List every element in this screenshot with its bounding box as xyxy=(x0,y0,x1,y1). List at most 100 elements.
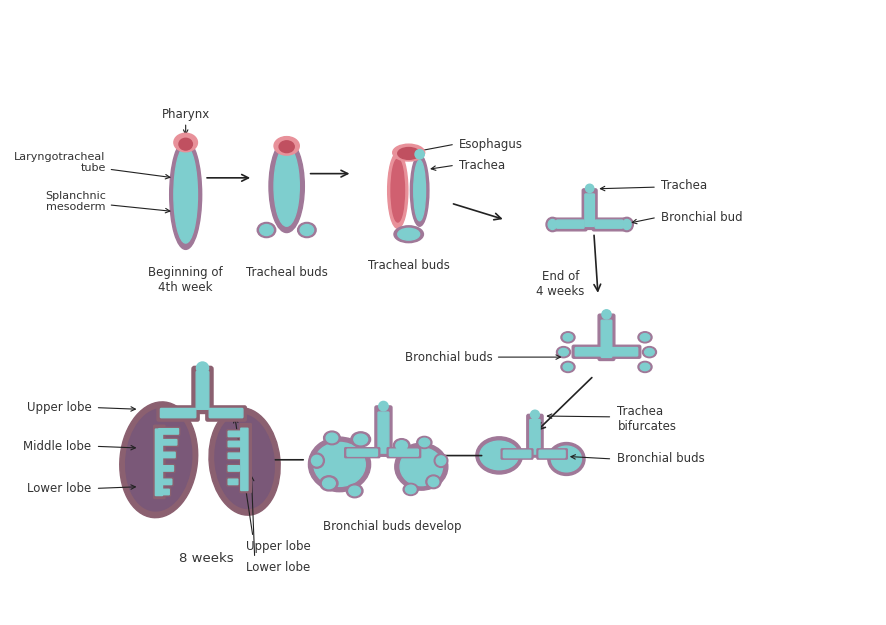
Text: Bronchial buds: Bronchial buds xyxy=(405,351,560,364)
Ellipse shape xyxy=(637,332,651,343)
FancyBboxPatch shape xyxy=(227,430,245,438)
Ellipse shape xyxy=(323,478,335,489)
FancyBboxPatch shape xyxy=(501,449,532,459)
Text: Tracheal buds: Tracheal buds xyxy=(368,259,449,272)
FancyBboxPatch shape xyxy=(155,429,162,496)
Ellipse shape xyxy=(563,334,572,341)
FancyBboxPatch shape xyxy=(386,448,420,458)
Ellipse shape xyxy=(558,348,568,356)
Ellipse shape xyxy=(394,443,447,490)
FancyBboxPatch shape xyxy=(539,450,564,458)
FancyBboxPatch shape xyxy=(240,428,248,491)
Ellipse shape xyxy=(640,334,649,341)
Ellipse shape xyxy=(126,409,191,511)
Ellipse shape xyxy=(622,219,631,229)
FancyBboxPatch shape xyxy=(196,371,208,409)
FancyBboxPatch shape xyxy=(227,452,242,460)
Ellipse shape xyxy=(393,226,423,242)
FancyBboxPatch shape xyxy=(206,406,246,421)
Ellipse shape xyxy=(298,222,315,238)
Ellipse shape xyxy=(274,137,299,155)
Text: Tracheal buds: Tracheal buds xyxy=(245,266,327,279)
Ellipse shape xyxy=(560,361,574,372)
Ellipse shape xyxy=(214,414,274,509)
Ellipse shape xyxy=(476,437,522,474)
FancyBboxPatch shape xyxy=(227,478,238,486)
Ellipse shape xyxy=(274,146,299,226)
Ellipse shape xyxy=(641,347,656,358)
Ellipse shape xyxy=(400,448,442,486)
Ellipse shape xyxy=(644,348,654,356)
Ellipse shape xyxy=(556,347,570,358)
FancyBboxPatch shape xyxy=(153,425,165,499)
FancyBboxPatch shape xyxy=(556,220,583,228)
FancyBboxPatch shape xyxy=(158,428,180,436)
Ellipse shape xyxy=(174,146,198,243)
FancyBboxPatch shape xyxy=(375,406,392,456)
Text: Pharynx: Pharynx xyxy=(161,107,210,121)
FancyBboxPatch shape xyxy=(160,409,196,418)
FancyBboxPatch shape xyxy=(597,314,614,361)
Ellipse shape xyxy=(299,224,314,236)
Ellipse shape xyxy=(548,219,556,229)
FancyBboxPatch shape xyxy=(240,424,251,493)
Ellipse shape xyxy=(392,439,409,452)
Ellipse shape xyxy=(348,486,360,496)
Ellipse shape xyxy=(279,141,294,152)
Ellipse shape xyxy=(387,152,408,228)
Ellipse shape xyxy=(257,222,276,238)
Text: Laryngotracheal
tube: Laryngotracheal tube xyxy=(14,152,170,179)
Ellipse shape xyxy=(413,160,425,221)
Ellipse shape xyxy=(637,361,651,372)
Ellipse shape xyxy=(169,140,201,249)
Ellipse shape xyxy=(410,155,429,226)
FancyBboxPatch shape xyxy=(158,464,175,472)
Circle shape xyxy=(530,410,539,419)
Ellipse shape xyxy=(563,363,572,371)
Ellipse shape xyxy=(346,484,362,498)
FancyBboxPatch shape xyxy=(581,189,596,229)
Ellipse shape xyxy=(418,438,429,447)
Ellipse shape xyxy=(428,477,439,487)
Ellipse shape xyxy=(323,431,340,445)
FancyBboxPatch shape xyxy=(526,414,542,457)
FancyBboxPatch shape xyxy=(159,439,176,445)
Circle shape xyxy=(378,401,388,411)
FancyBboxPatch shape xyxy=(377,412,388,453)
Circle shape xyxy=(415,149,424,159)
FancyBboxPatch shape xyxy=(159,466,174,471)
Ellipse shape xyxy=(479,441,518,470)
Ellipse shape xyxy=(551,446,581,472)
Text: Bronchial buds develop: Bronchial buds develop xyxy=(323,521,461,533)
Ellipse shape xyxy=(314,442,365,486)
Ellipse shape xyxy=(405,485,416,494)
Ellipse shape xyxy=(434,454,447,468)
Ellipse shape xyxy=(268,140,304,232)
Ellipse shape xyxy=(309,453,324,468)
Ellipse shape xyxy=(326,433,338,442)
FancyBboxPatch shape xyxy=(158,438,178,446)
Ellipse shape xyxy=(425,475,440,489)
FancyBboxPatch shape xyxy=(228,431,245,437)
FancyBboxPatch shape xyxy=(346,449,377,456)
FancyBboxPatch shape xyxy=(228,441,243,447)
Ellipse shape xyxy=(546,217,558,232)
FancyBboxPatch shape xyxy=(228,453,241,459)
FancyBboxPatch shape xyxy=(191,366,213,414)
Ellipse shape xyxy=(397,148,419,159)
Text: Trachea: Trachea xyxy=(660,179,706,192)
Ellipse shape xyxy=(392,144,424,161)
Text: Lower lobe: Lower lobe xyxy=(27,482,91,495)
FancyBboxPatch shape xyxy=(592,218,625,231)
FancyBboxPatch shape xyxy=(607,345,640,358)
FancyBboxPatch shape xyxy=(571,345,604,358)
Ellipse shape xyxy=(320,476,338,491)
Text: Trachea: Trachea xyxy=(459,159,505,172)
FancyBboxPatch shape xyxy=(227,464,240,472)
FancyBboxPatch shape xyxy=(158,478,173,486)
FancyBboxPatch shape xyxy=(389,449,418,456)
Ellipse shape xyxy=(354,434,367,445)
FancyBboxPatch shape xyxy=(159,452,175,458)
FancyBboxPatch shape xyxy=(209,409,243,418)
Ellipse shape xyxy=(548,442,585,476)
